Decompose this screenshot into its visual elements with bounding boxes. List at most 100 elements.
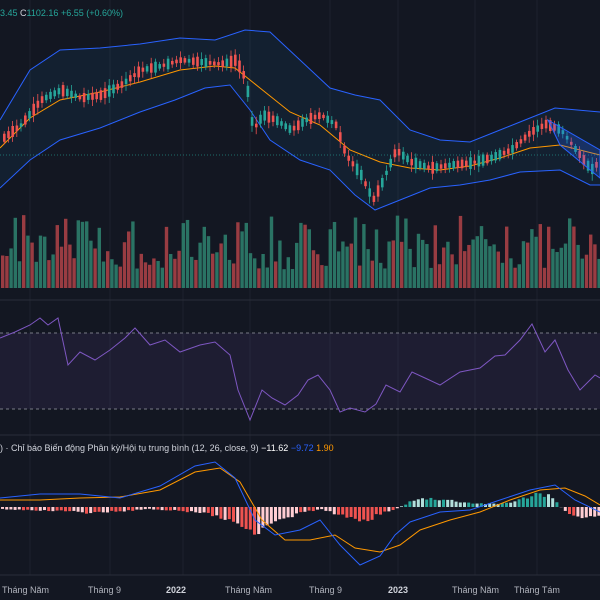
- candle-body: [502, 150, 506, 155]
- macd-histogram-bar: [80, 507, 84, 513]
- ohlc-legend: 3.45 C1102.16 +6.55 (+0.60%): [0, 8, 123, 18]
- volume-bar: [114, 264, 118, 288]
- macd-histogram-bar: [521, 497, 525, 507]
- candle-body: [103, 88, 107, 99]
- volume-bar: [248, 253, 253, 288]
- volume-bar: [425, 244, 429, 288]
- volume-bar: [51, 254, 55, 288]
- macd-histogram-bar: [395, 507, 399, 509]
- volume-bar: [22, 215, 26, 288]
- volume-bar: [416, 233, 421, 288]
- candle-body: [183, 58, 187, 63]
- macd-histogram-bar: [555, 502, 559, 507]
- macd-histogram-bar: [215, 507, 219, 516]
- macd-histogram-bar: [206, 507, 210, 513]
- volume-bar: [127, 231, 131, 288]
- volume-bar: [278, 240, 282, 288]
- candle-body: [481, 154, 485, 166]
- candle-body: [200, 59, 203, 66]
- macd-histogram-bar: [442, 499, 445, 507]
- macd-histogram-bar: [563, 507, 567, 511]
- candle-body: [221, 60, 224, 67]
- bollinger-fill: [0, 30, 600, 210]
- candle-body: [276, 116, 279, 126]
- volume-bar: [164, 226, 169, 288]
- macd-histogram-bar: [76, 507, 80, 512]
- volume-bar: [261, 254, 265, 288]
- volume-bar: [400, 241, 404, 288]
- candle-body: [53, 90, 56, 97]
- macd-histogram-bar: [500, 503, 504, 507]
- macd-histogram-bar: [387, 507, 391, 512]
- volume-bar: [458, 215, 463, 288]
- macd-histogram-bar: [400, 506, 403, 507]
- macd-histogram-bar: [1, 507, 4, 509]
- volume-bar: [181, 223, 185, 288]
- macd-histogram-bar: [9, 507, 13, 510]
- volume-bar: [421, 239, 425, 288]
- candle-body: [305, 117, 308, 123]
- volume-bar: [589, 234, 593, 288]
- macd-histogram-bar: [72, 507, 76, 511]
- volume-bar: [257, 268, 261, 288]
- macd-histogram-bar: [194, 507, 198, 513]
- volume-bar: [568, 218, 572, 288]
- volume-bar: [282, 269, 286, 288]
- macd-histogram-bar: [349, 507, 353, 517]
- candle-body: [15, 125, 19, 132]
- candle-body: [78, 95, 82, 100]
- candle-body: [322, 114, 325, 119]
- macd-histogram-bar: [248, 507, 252, 530]
- candle-body: [582, 155, 586, 166]
- candle-body: [435, 163, 439, 172]
- macd-histogram-bar: [492, 503, 496, 507]
- close-label: C: [20, 8, 27, 18]
- candle-body: [381, 177, 384, 188]
- volume-bar: [299, 222, 303, 288]
- volume-bar: [559, 247, 563, 288]
- volume-bar: [55, 225, 59, 288]
- candle-body: [57, 88, 61, 95]
- candle-body: [36, 100, 40, 108]
- volume-bar: [215, 252, 219, 288]
- macd-histogram-bar: [202, 507, 206, 513]
- candle-body: [586, 160, 590, 171]
- candle-body: [515, 142, 518, 149]
- candle-body: [313, 114, 317, 120]
- macd-histogram-bar: [244, 507, 248, 529]
- macd-histogram-bar: [450, 499, 454, 507]
- change-value: +6.55 (+0.60%): [60, 8, 123, 18]
- candle-body: [166, 58, 170, 70]
- volume-bar: [584, 254, 589, 288]
- candle-body: [402, 151, 405, 160]
- candle-body: [175, 59, 178, 64]
- candle-body: [410, 158, 413, 166]
- volume-bar: [332, 221, 337, 288]
- volume-bar: [173, 258, 177, 288]
- volume-bar: [110, 259, 114, 288]
- candle-body: [498, 149, 502, 160]
- x-axis-label: Tháng 9: [309, 585, 343, 595]
- macd-legend: ) · Chỉ báo Biến động Phân kỳ/Hội tụ tru…: [0, 443, 334, 453]
- candle-body: [229, 55, 233, 67]
- candle-body: [460, 159, 464, 169]
- volume-bar: [148, 264, 152, 288]
- volume-bar: [324, 265, 328, 288]
- candle-body: [133, 73, 136, 78]
- macd-histogram-bar: [139, 507, 143, 510]
- volume-bar: [366, 249, 370, 288]
- macd-histogram-bar: [345, 507, 349, 518]
- volume-bar: [219, 243, 223, 288]
- macd-histogram-bar: [311, 507, 315, 512]
- candle-body: [372, 195, 376, 202]
- volume-bar: [80, 221, 85, 288]
- macd-histogram-bar: [5, 507, 9, 510]
- volume-bar: [437, 264, 442, 288]
- volume-bar: [454, 264, 458, 288]
- macd-histogram-bar: [484, 504, 487, 507]
- macd-hist-value: 1.90: [316, 443, 334, 453]
- macd-histogram-bar: [131, 507, 135, 511]
- macd-histogram-bar: [143, 507, 147, 510]
- macd-histogram-bar: [51, 507, 55, 512]
